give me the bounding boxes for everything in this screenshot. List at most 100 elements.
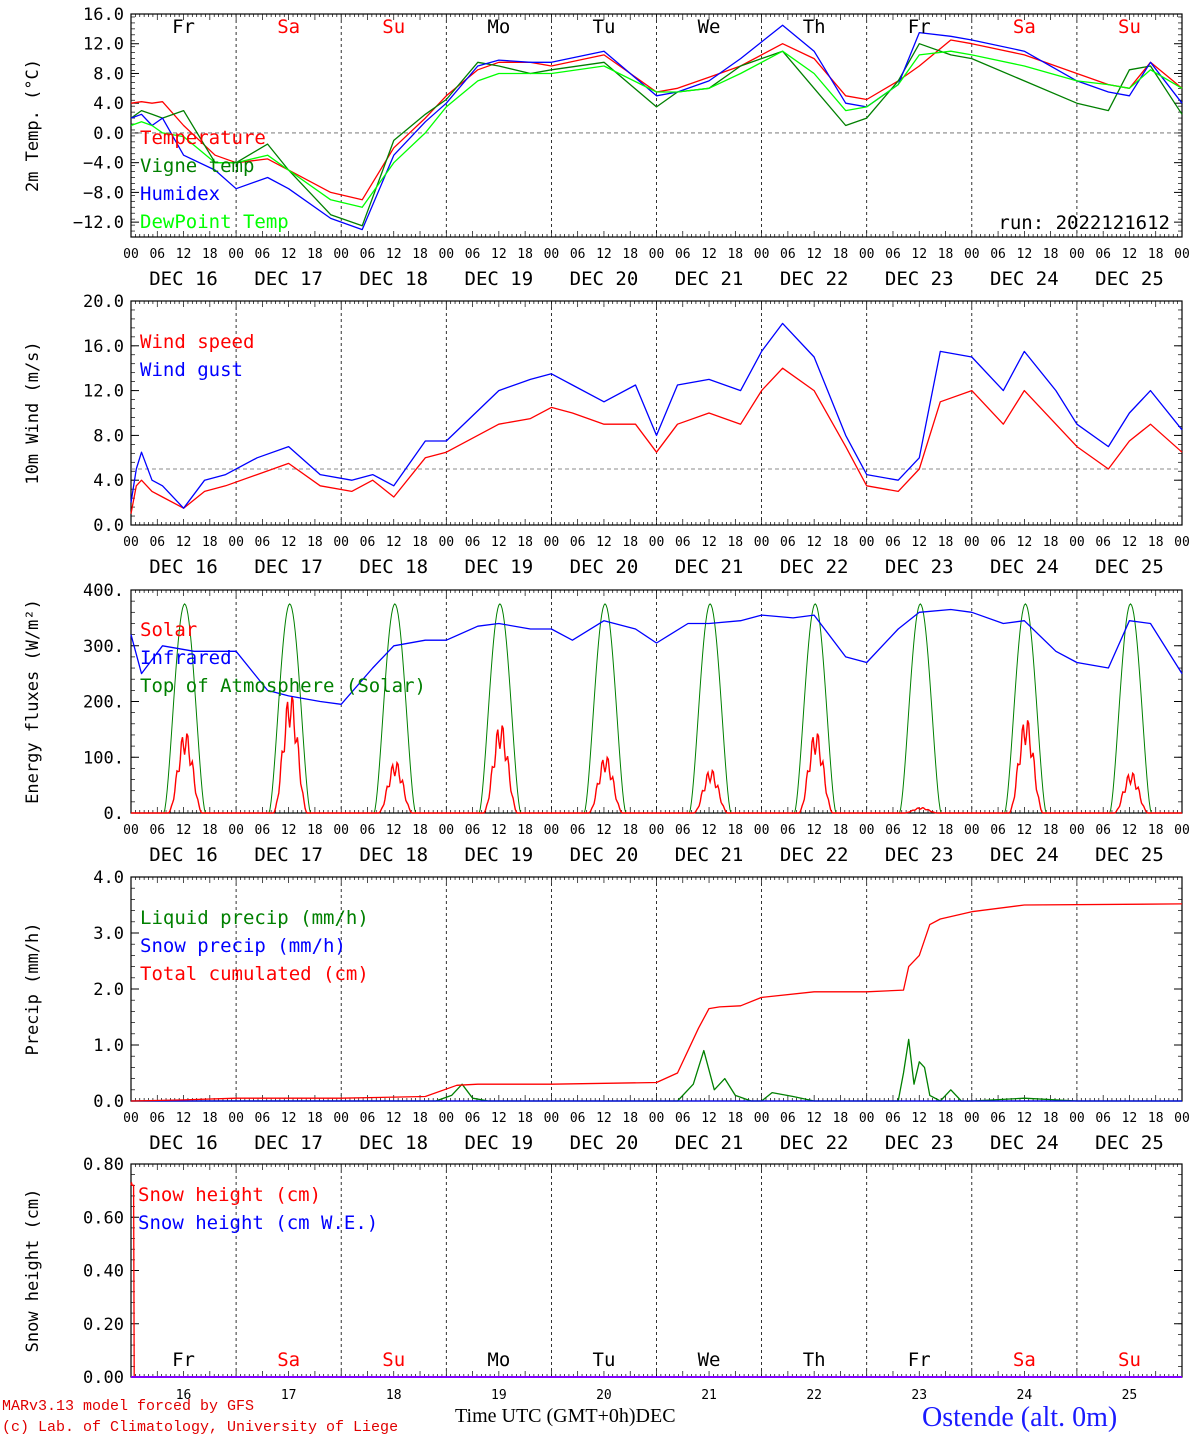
hour-label: 00	[228, 247, 244, 262]
hour-label: 12	[386, 535, 402, 550]
hour-label: 18	[1148, 1111, 1164, 1126]
hour-label: 12	[1017, 1111, 1033, 1126]
plot-frame	[130, 13, 1183, 238]
hour-label: 00	[649, 535, 665, 550]
hour-label: 06	[885, 535, 901, 550]
hour-label: 18	[1043, 823, 1059, 838]
hour-label: 12	[176, 535, 192, 550]
date-label: DEC 24	[990, 844, 1059, 866]
hour-label: 06	[465, 535, 481, 550]
hour-label: 18	[1148, 247, 1164, 262]
hour-label: 00	[649, 823, 665, 838]
month-label: DEC	[635, 1405, 676, 1427]
hour-label: 12	[911, 1111, 927, 1126]
series-wind-speed	[130, 367, 1183, 514]
weekday-label: Su	[382, 1349, 405, 1371]
hour-label: 00	[228, 823, 244, 838]
date-label: DEC 16	[149, 1132, 218, 1154]
date-label: DEC 17	[254, 556, 323, 578]
weekday-label: Mo	[487, 1349, 510, 1371]
hour-label: 00	[228, 535, 244, 550]
weekday-label: Tu	[593, 1349, 616, 1371]
hour-label: 06	[1095, 247, 1111, 262]
hour-label: 00	[859, 535, 875, 550]
y-axis-title: 10m Wind (m/s)	[23, 341, 43, 484]
y-axis-title: Precip (mm/h)	[23, 922, 43, 1055]
hour-label: 00	[544, 823, 560, 838]
hour-label: 12	[806, 247, 822, 262]
plot-frame	[130, 589, 1183, 814]
day-number-label: 19	[491, 1388, 507, 1403]
hour-label: 00	[1174, 1111, 1190, 1126]
weekday-label: Sa	[1013, 1349, 1036, 1371]
hour-label: 06	[465, 823, 481, 838]
hour-label: 18	[833, 1111, 849, 1126]
hour-label: 12	[596, 247, 612, 262]
hour-label: 18	[938, 247, 954, 262]
y-tick-label: 16.0	[83, 5, 124, 25]
legend-entry: Total cumulated (cm)	[140, 963, 369, 985]
hour-label: 18	[727, 823, 743, 838]
day-number-label: 23	[911, 1388, 927, 1403]
hour-label: 00	[544, 247, 560, 262]
hour-label: 12	[386, 823, 402, 838]
day-number-label: 21	[701, 1388, 717, 1403]
y-tick-label: 400.	[83, 581, 124, 601]
hour-label: 12	[911, 247, 927, 262]
date-label: DEC 21	[675, 556, 744, 578]
hour-label: 12	[491, 535, 507, 550]
day-number-label: 25	[1122, 1388, 1138, 1403]
hour-label: 12	[281, 823, 297, 838]
date-label: DEC 16	[149, 268, 218, 290]
date-label: DEC 22	[780, 844, 849, 866]
hour-label: 06	[1095, 823, 1111, 838]
weekday-label: Fr	[908, 1349, 931, 1371]
y-axis-title: 2m Temp. (°C)	[23, 59, 43, 192]
x-axis-title: Time UTC (GMT+0h)	[455, 1405, 636, 1427]
hour-label: 12	[386, 1111, 402, 1126]
hour-label: 06	[780, 247, 796, 262]
hour-label: 06	[255, 535, 271, 550]
hour-label: 00	[333, 535, 349, 550]
date-label: DEC 18	[359, 556, 428, 578]
hour-label: 18	[1148, 823, 1164, 838]
date-label: DEC 20	[570, 556, 639, 578]
hour-label: 18	[1043, 247, 1059, 262]
date-label: DEC 17	[254, 1132, 323, 1154]
hour-label: 00	[544, 1111, 560, 1126]
hour-label: 18	[412, 1111, 428, 1126]
hour-label: 12	[596, 535, 612, 550]
hour-label: 06	[255, 823, 271, 838]
date-label: DEC 22	[780, 1132, 849, 1154]
y-tick-label: 0.00	[83, 1368, 124, 1388]
hour-label: 06	[885, 823, 901, 838]
date-label: DEC 22	[780, 556, 849, 578]
hour-label: 18	[202, 823, 218, 838]
hour-label: 00	[1069, 247, 1085, 262]
date-label: DEC 23	[885, 268, 954, 290]
hour-label: 00	[964, 535, 980, 550]
panel-3	[130, 589, 1183, 814]
date-label: DEC 21	[675, 1132, 744, 1154]
day-number-label: 22	[806, 1388, 822, 1403]
hour-label: 06	[675, 1111, 691, 1126]
hour-label: 18	[202, 247, 218, 262]
date-label: DEC 18	[359, 844, 428, 866]
hour-label: 18	[517, 1111, 533, 1126]
legend-entry: Humidex	[140, 183, 220, 205]
weekday-label: Su	[1118, 16, 1141, 38]
hour-label: 00	[964, 823, 980, 838]
hour-label: 06	[570, 247, 586, 262]
date-label: DEC 19	[465, 1132, 534, 1154]
hour-label: 18	[938, 823, 954, 838]
date-label: DEC 19	[465, 556, 534, 578]
legend-entry: Solar	[140, 619, 197, 641]
hour-label: 12	[386, 247, 402, 262]
hour-label: 06	[990, 1111, 1006, 1126]
date-label: DEC 25	[1095, 556, 1164, 578]
hour-label: 06	[570, 823, 586, 838]
date-label: DEC 18	[359, 1132, 428, 1154]
date-label: DEC 24	[990, 556, 1059, 578]
hour-label: 12	[281, 1111, 297, 1126]
hour-label: 18	[938, 535, 954, 550]
